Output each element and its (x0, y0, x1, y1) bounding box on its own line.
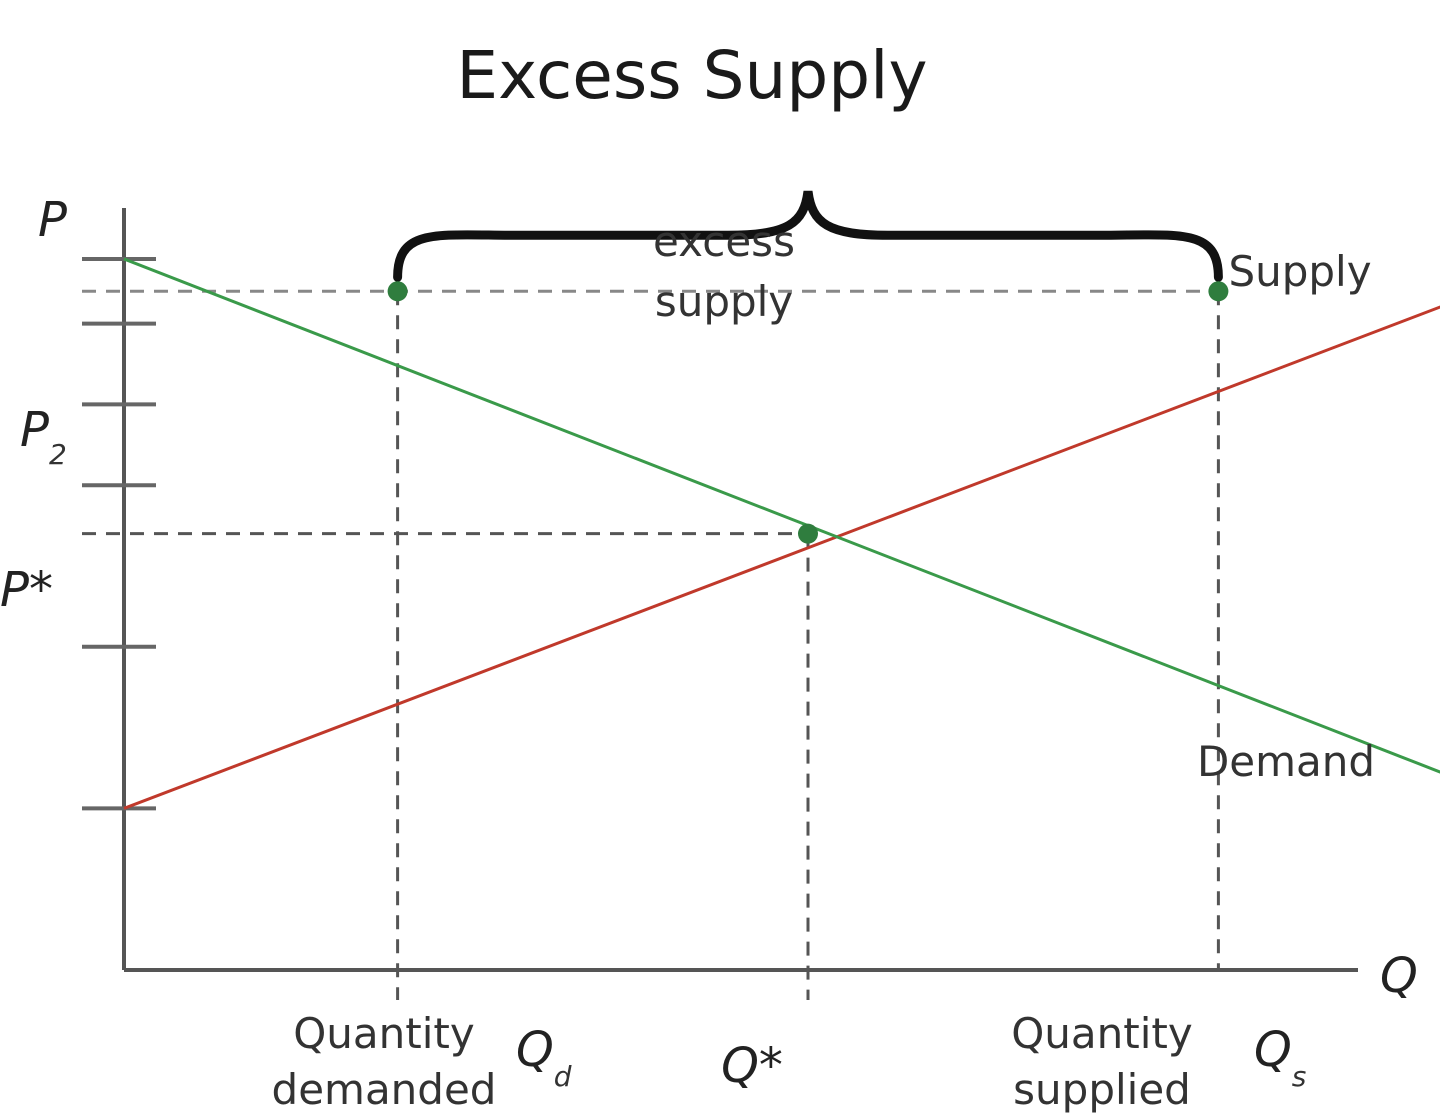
chart-title: Excess Supply (456, 37, 927, 114)
qd-label: Qd (516, 1022, 572, 1093)
excess-supply-brace (393, 190, 1223, 282)
qd-caption-line1: Quantity (293, 1009, 475, 1058)
demand-curve-label: Demand (1197, 737, 1375, 786)
demand-line (123, 257, 1440, 774)
y-ticks (82, 256, 156, 811)
excess-label-line1: excess (653, 217, 795, 266)
qs-caption-line2: supplied (1013, 1065, 1191, 1114)
supply-at-p2-point (1208, 281, 1229, 302)
qstar-label: Q* (721, 1038, 783, 1094)
equilibrium-point (798, 523, 818, 544)
qs-label: Qs (1254, 1022, 1306, 1093)
reference-lines (82, 289, 1220, 1000)
y-axis-label: P (38, 192, 67, 248)
supply-line (123, 305, 1440, 810)
demand-at-p2-point (387, 281, 408, 302)
qs-caption-line1: Quantity (1011, 1009, 1193, 1058)
excess-label-line2: supply (655, 277, 793, 326)
supply-curve-label: Supply (1228, 247, 1371, 296)
x-axis-label: Q (1380, 948, 1418, 1004)
intersection-points (387, 281, 1229, 544)
pstar-label: P* (0, 562, 53, 618)
qd-caption-line2: demanded (272, 1065, 497, 1114)
p2-label: P2 (20, 402, 67, 471)
